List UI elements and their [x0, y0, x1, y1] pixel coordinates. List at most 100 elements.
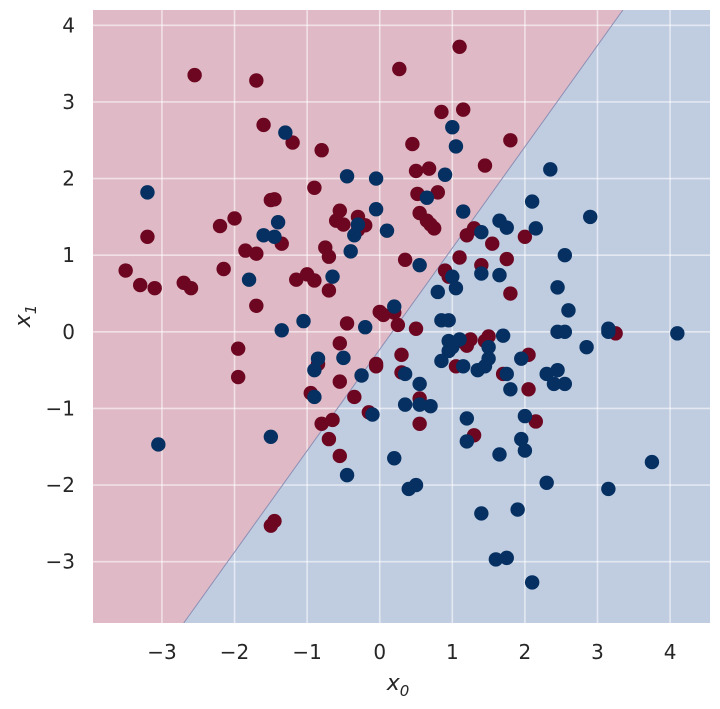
- data-point: [339, 467, 355, 483]
- data-point: [310, 351, 326, 366]
- data-point: [249, 73, 264, 88]
- data-point: [263, 429, 279, 445]
- data-point: [140, 185, 155, 200]
- x-axis-label-subscript: 0: [400, 682, 410, 700]
- data-point: [332, 374, 347, 389]
- series-1: [140, 120, 685, 590]
- decision-boundary-line: [183, 10, 624, 623]
- data-point: [405, 136, 420, 152]
- data-point: [238, 243, 253, 258]
- data-point: [387, 299, 402, 314]
- data-point: [495, 328, 511, 343]
- data-point: [412, 376, 427, 392]
- data-point: [212, 218, 228, 234]
- data-point: [474, 225, 489, 240]
- data-point: [437, 167, 453, 182]
- data-point: [314, 143, 329, 158]
- data-point: [408, 321, 424, 336]
- data-point: [524, 194, 540, 209]
- data-point: [452, 332, 467, 347]
- y-tick-label: 2: [62, 167, 75, 191]
- data-point: [267, 192, 282, 207]
- data-point: [517, 229, 533, 245]
- data-point: [336, 217, 351, 232]
- x-tick-label: 1: [446, 640, 459, 664]
- data-point: [477, 158, 493, 173]
- data-point: [132, 277, 148, 293]
- data-point: [365, 407, 380, 422]
- y-tick-label: 3: [62, 90, 75, 114]
- data-point: [321, 431, 337, 447]
- data-point: [397, 397, 413, 412]
- data-point: [249, 298, 264, 313]
- data-point: [336, 350, 351, 366]
- data-point: [521, 382, 536, 397]
- data-point: [421, 161, 437, 176]
- data-point: [499, 220, 514, 235]
- data-point: [448, 280, 464, 296]
- series-0: [118, 39, 623, 533]
- data-point: [368, 171, 384, 186]
- data-point: [452, 250, 467, 265]
- data-point: [445, 120, 460, 135]
- data-point: [463, 332, 478, 347]
- data-point: [503, 133, 518, 148]
- data-point: [503, 382, 518, 397]
- data-point: [140, 229, 155, 245]
- data-point: [307, 362, 322, 378]
- data-point: [557, 248, 573, 263]
- data-point: [459, 228, 475, 243]
- y-tick-label: −1: [46, 396, 75, 420]
- x-tick-label: 3: [591, 640, 604, 664]
- data-point: [387, 451, 402, 466]
- data-point: [147, 280, 162, 296]
- data-point: [379, 223, 395, 238]
- data-point: [524, 575, 540, 590]
- data-point: [278, 125, 293, 140]
- data-point: [285, 135, 300, 150]
- data-point: [307, 273, 322, 288]
- plot-area: [93, 10, 710, 623]
- x-tick-label: 0: [373, 640, 386, 664]
- data-point: [368, 202, 384, 217]
- x-tick-label: −1: [292, 640, 321, 664]
- data-point: [354, 368, 369, 383]
- y-axis-label-base: x: [11, 313, 36, 328]
- data-point: [151, 437, 166, 452]
- data-point: [118, 263, 133, 278]
- data-point: [296, 313, 311, 329]
- data-point: [307, 389, 322, 405]
- data-point: [430, 185, 445, 200]
- data-point: [183, 280, 199, 296]
- x-tick-label: −3: [147, 640, 176, 664]
- data-point: [481, 339, 496, 355]
- data-point: [456, 204, 471, 219]
- data-point: [339, 316, 355, 331]
- data-point: [517, 443, 533, 458]
- data-point: [339, 169, 355, 184]
- data-point: [485, 236, 500, 251]
- data-point: [227, 211, 242, 226]
- data-point: [430, 284, 445, 300]
- y-tick-label: 1: [62, 243, 75, 267]
- data-point: [546, 376, 562, 392]
- x-tick-label: −2: [220, 640, 249, 664]
- data-point: [289, 272, 304, 287]
- data-point: [557, 324, 573, 340]
- data-point: [499, 550, 514, 566]
- data-point: [550, 280, 565, 295]
- data-point: [644, 454, 660, 470]
- data-point: [579, 339, 594, 355]
- data-point: [321, 249, 337, 264]
- data-point: [332, 448, 347, 464]
- data-point: [452, 39, 467, 54]
- data-point: [474, 266, 489, 281]
- data-point: [459, 411, 475, 426]
- data-point: [474, 506, 489, 521]
- x-tick-label: 4: [664, 640, 677, 664]
- data-point: [230, 369, 246, 385]
- y-tick-label: 4: [62, 13, 75, 37]
- y-tick-label: −3: [46, 550, 75, 574]
- data-point: [561, 303, 576, 318]
